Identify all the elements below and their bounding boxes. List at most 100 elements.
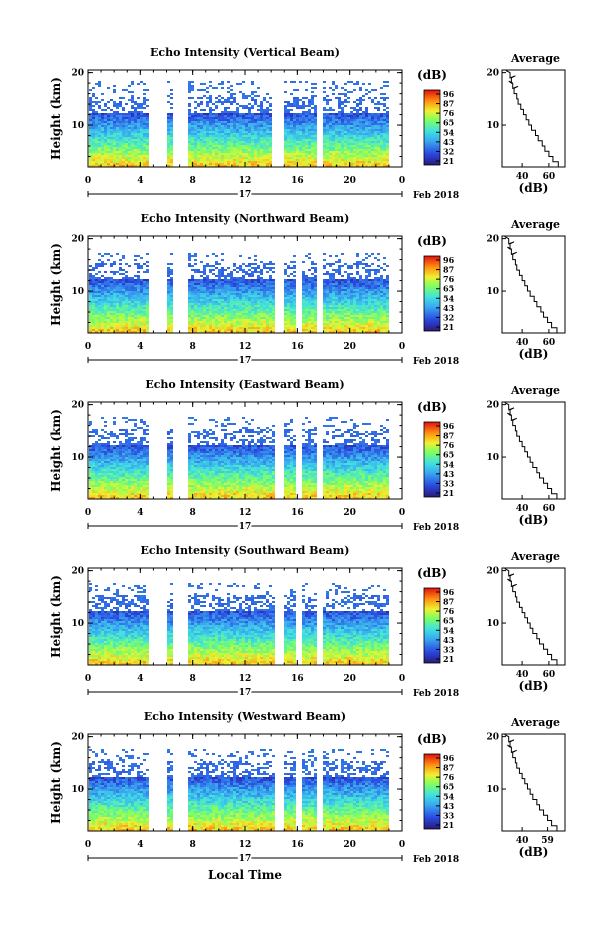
date-label: Feb 2018: [413, 191, 459, 201]
colorbar-tick-label: 43: [443, 469, 455, 479]
x-ticks: 0 4 8 12 16 20 0: [85, 734, 405, 850]
colorbar-unit: (dB): [417, 234, 447, 248]
heatmap-cells: [89, 81, 389, 167]
average-x-label: (dB): [519, 513, 549, 527]
average-y-tick-label: 10: [486, 121, 499, 131]
average-x-tick-label: 59: [541, 836, 554, 846]
colorbar-tick-label: 33: [443, 478, 455, 488]
colorbar-tick-label: 54: [443, 459, 455, 469]
average-x-tick-label: 60: [543, 670, 556, 680]
x-tick-label: 4: [137, 840, 143, 850]
x-tick-label: 8: [190, 508, 196, 518]
colorbar-tick-label: 87: [443, 431, 454, 441]
average-title: Average: [510, 384, 560, 397]
colorbar-tick-label: 33: [443, 810, 455, 820]
colorbar-tick-label: 21: [443, 156, 454, 166]
colorbar-tick-label: 43: [443, 801, 455, 811]
x-tick-label: 0: [399, 840, 405, 850]
x-ticks: 0 4 8 12 16 20 0: [85, 402, 405, 518]
y-tick-label: 10: [71, 619, 84, 629]
average-profile-line: [504, 734, 561, 832]
colorbar-tick-label: 54: [443, 127, 455, 137]
colorbar-tick-label: 87: [443, 265, 454, 275]
x-tick-label: 16: [291, 674, 304, 684]
x-ticks: 0 4 8 12 16 20 0: [85, 236, 405, 352]
day-label: 17: [239, 356, 252, 366]
panel-title: Echo Intensity (Northward Beam): [141, 212, 350, 225]
x-tick-label: 12: [239, 508, 252, 518]
x-tick-label: 0: [85, 176, 91, 186]
panel-2: Echo Intensity (Northward Beam) 0 4 8 12 16 20…: [49, 212, 566, 368]
average-y-tick-label: 10: [486, 453, 499, 463]
x-tick-label: 20: [343, 674, 356, 684]
colorbar-tick-label: 43: [443, 137, 455, 147]
average-frame: [501, 401, 566, 500]
average-y-tick-label: 20: [486, 567, 499, 577]
colorbar-unit: (dB): [417, 68, 447, 82]
x-tick-label: 8: [190, 342, 196, 352]
average-title: Average: [510, 716, 560, 729]
x-tick-label: 16: [291, 840, 304, 850]
y-tick-label: 20: [71, 733, 84, 743]
x-tick-label: 0: [85, 342, 91, 352]
average-x-label: (dB): [519, 845, 549, 859]
average-x-tick-label: 40: [516, 670, 529, 680]
y-tick-label: 10: [71, 121, 84, 131]
x-tick-label: 0: [399, 342, 405, 352]
x-axis-label: Local Time: [208, 868, 282, 882]
panel-title: Echo Intensity (Eastward Beam): [145, 378, 344, 391]
x-tick-label: 20: [343, 176, 356, 186]
colorbar-tick-label: 87: [443, 597, 454, 607]
average-x-label: (dB): [519, 679, 549, 693]
colorbar-tick-label: 54: [443, 791, 455, 801]
colorbar-tick-label: 65: [443, 284, 454, 294]
average-y-tick-label: 20: [486, 235, 499, 245]
average-y-tick-label: 10: [486, 287, 499, 297]
colorbar-tick-label: 54: [443, 293, 455, 303]
x-tick-label: 0: [85, 840, 91, 850]
day-label: 17: [239, 522, 252, 532]
colorbar: [423, 587, 441, 664]
x-tick-label: 0: [399, 176, 405, 186]
date-label: Feb 2018: [413, 523, 459, 533]
average-frame: [501, 567, 566, 666]
colorbar-unit: (dB): [417, 400, 447, 414]
colorbar-tick-label: 21: [443, 322, 454, 332]
y-axis-label: Height (km): [49, 77, 63, 160]
panel-5: Echo Intensity (Westward Beam)0 4 8 12 16 20 0…: [49, 710, 566, 866]
colorbar-tick-label: 96: [443, 753, 455, 763]
average-x-label: (dB): [519, 181, 549, 195]
y-tick-label: 20: [71, 69, 84, 79]
average-frame: [501, 235, 566, 334]
average-x-tick-label: 40: [516, 338, 529, 348]
colorbar-tick-label: 65: [443, 782, 454, 792]
y-tick-label: 10: [71, 287, 84, 297]
average-frame: [501, 69, 566, 168]
panel-title: Echo Intensity (Vertical Beam): [150, 46, 340, 59]
colorbar-tick-label: 96: [443, 89, 455, 99]
heatmap-cells: [89, 749, 389, 831]
colorbar-tick-label: 43: [443, 303, 455, 313]
colorbar-tick-label: 32: [443, 146, 454, 156]
average-x-tick-label: 40: [516, 172, 529, 182]
colorbar-tick-label: 33: [443, 644, 455, 654]
colorbar-tick-label: 43: [443, 635, 455, 645]
x-tick-label: 4: [137, 176, 143, 186]
x-tick-label: 4: [137, 342, 143, 352]
colorbar-tick-label: 96: [443, 255, 455, 265]
day-label: 17: [239, 190, 252, 200]
x-tick-label: 16: [291, 342, 304, 352]
x-tick-label: 20: [343, 840, 356, 850]
x-tick-label: 0: [399, 508, 405, 518]
panel-1: Echo Intensity (Vertical Beam)0 4 8 12 16 20 0…: [49, 46, 566, 202]
average-x-label: (dB): [519, 347, 549, 361]
average-x-tick-label: 60: [543, 338, 556, 348]
colorbar-tick-label: 96: [443, 421, 455, 431]
x-tick-label: 20: [343, 342, 356, 352]
average-profile-line: [504, 402, 561, 500]
x-ticks: 0 4 8 12 16 20 0: [85, 568, 405, 684]
